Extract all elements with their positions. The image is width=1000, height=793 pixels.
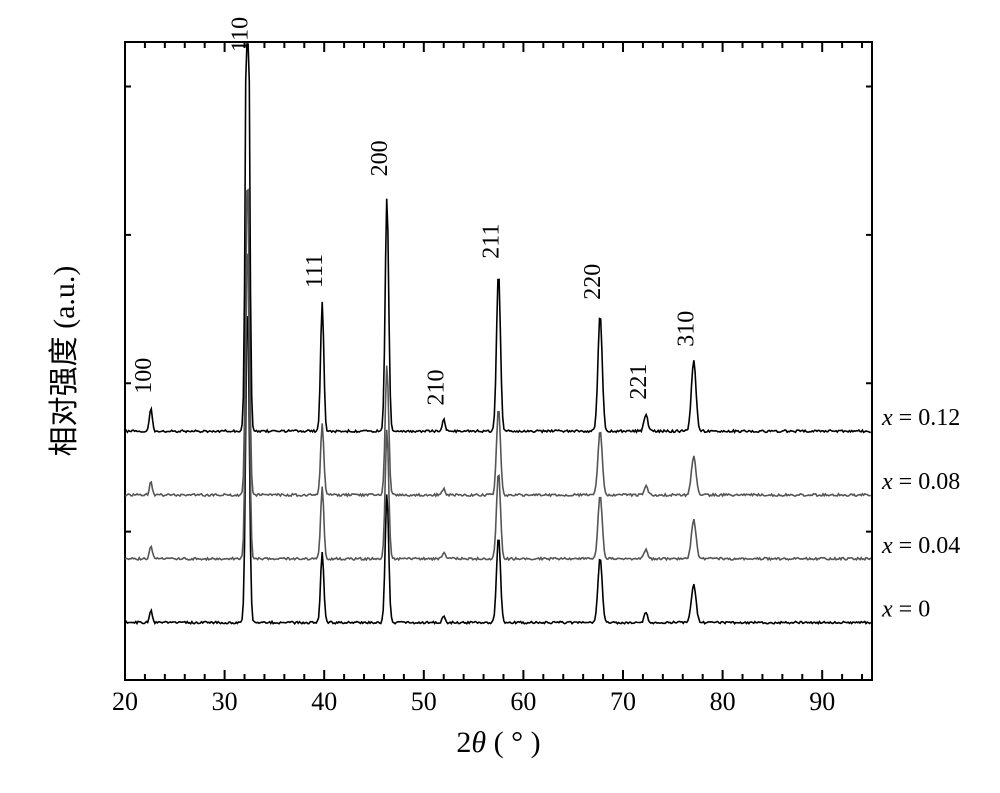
peak-label: 200 bbox=[367, 140, 393, 176]
x-tick-label: 80 bbox=[710, 687, 736, 716]
peak-label: 100 bbox=[131, 358, 157, 394]
series-label: x = 0.12 bbox=[881, 405, 960, 431]
peak-label: 221 bbox=[626, 364, 652, 400]
peak-label: 210 bbox=[424, 369, 450, 405]
x-tick-label: 70 bbox=[610, 687, 636, 716]
series-label: x = 0 bbox=[881, 597, 930, 623]
series-label: x = 0.08 bbox=[881, 469, 960, 495]
peak-label: 110 bbox=[228, 17, 254, 52]
xrd-svg: 20 30 40 50 60 70 80 90 2θ ( ° ) 相对强度 (a.u.) x = 0… bbox=[0, 0, 1000, 793]
peak-label: 211 bbox=[479, 224, 505, 259]
x-tick-label: 60 bbox=[510, 687, 536, 716]
xrd-trace bbox=[125, 317, 871, 624]
peak-label: 111 bbox=[302, 254, 328, 288]
x-axis-label: 2θ ( ° ) bbox=[456, 726, 540, 759]
x-tick-label: 90 bbox=[809, 687, 835, 716]
x-tick-label: 40 bbox=[311, 687, 337, 716]
x-tick-label: 50 bbox=[411, 687, 437, 716]
y-axis-label: 相对强度 (a.u.) bbox=[48, 266, 81, 457]
xrd-chart: { "canvas": { "width": 1000, "height": 7… bbox=[0, 0, 1000, 793]
peak-label: 310 bbox=[674, 311, 700, 347]
x-tick-label: 20 bbox=[112, 687, 138, 716]
peak-label: 220 bbox=[580, 264, 606, 300]
series-label: x = 0.04 bbox=[881, 533, 960, 559]
x-tick-label: 30 bbox=[212, 687, 238, 716]
